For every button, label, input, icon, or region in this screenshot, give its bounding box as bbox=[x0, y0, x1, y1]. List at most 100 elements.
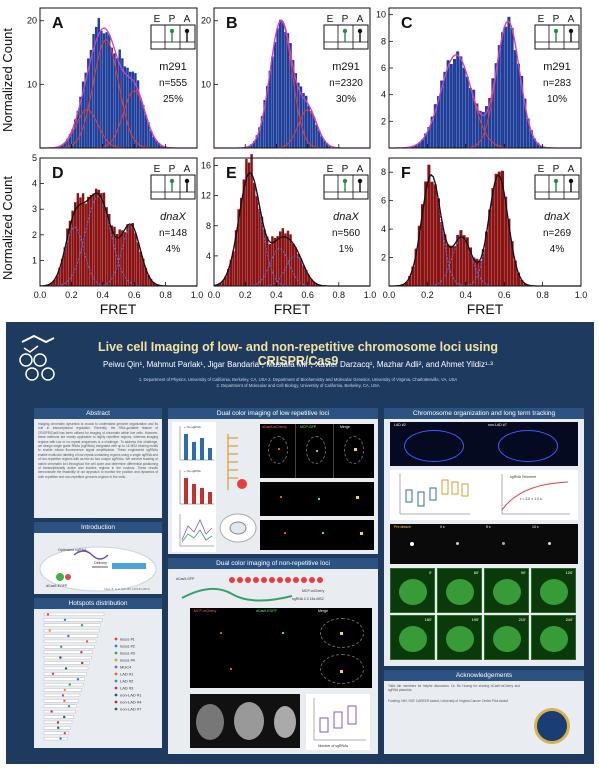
histogram-bar bbox=[478, 260, 482, 286]
legend-label: locus #2 bbox=[120, 643, 136, 648]
legend-label: LAD #2 bbox=[120, 678, 134, 683]
histogram-bar bbox=[305, 95, 308, 148]
affiliation-line-1: 1. Department of Physics, University of … bbox=[138, 377, 458, 382]
histogram-bar bbox=[449, 63, 453, 148]
histogram-bar bbox=[149, 130, 153, 148]
histogram-bar bbox=[115, 234, 119, 286]
sample-name: m291 bbox=[332, 61, 360, 73]
intro-schematic: Optimized sgRNA Delivery dCas9-EGFP Chen… bbox=[39, 546, 157, 592]
histogram-bar bbox=[50, 282, 53, 286]
non-egfp-label: dCas9-EGFP bbox=[256, 609, 277, 613]
locus-marker bbox=[61, 694, 65, 697]
non-boxplot: Number of sgRNAs bbox=[306, 694, 370, 750]
histogram-bar bbox=[94, 26, 98, 149]
histogram-bar bbox=[443, 234, 447, 286]
histogram-bar bbox=[60, 258, 64, 286]
plot-frame bbox=[39, 7, 198, 149]
histogram-bar bbox=[497, 171, 501, 286]
cartoon-site-letter: A bbox=[357, 164, 364, 175]
timepoint-label: 120' bbox=[565, 570, 573, 575]
x-tick-label: 0.0 bbox=[208, 290, 221, 300]
chromosome-bar bbox=[43, 737, 68, 741]
locus-marker bbox=[50, 710, 53, 713]
histogram-bar bbox=[504, 196, 508, 286]
non-repetitive-schematic: dCas9-GFP MCP-mCherry sgRNA 2.0 16x-MS2 bbox=[176, 577, 325, 602]
histogram-bar bbox=[224, 276, 227, 286]
histogram-bar bbox=[221, 280, 225, 286]
histogram-bar bbox=[227, 269, 230, 286]
sample-name: dnaX bbox=[160, 211, 186, 223]
histogram-bar bbox=[232, 251, 235, 286]
histogram-bar bbox=[273, 237, 277, 286]
histogram-bar bbox=[71, 129, 74, 148]
chromosome-bar bbox=[43, 688, 82, 692]
histogram-bar bbox=[149, 279, 153, 286]
sample-n: n=148 bbox=[159, 228, 188, 239]
cartoon-trna bbox=[553, 28, 559, 34]
chromosome-bar bbox=[43, 704, 77, 708]
non-x-axis-label: Number of sgRNAs bbox=[318, 744, 348, 748]
histogram-bar bbox=[310, 278, 313, 286]
locus-marker bbox=[59, 737, 62, 740]
legend-label: LAD #3 bbox=[120, 685, 134, 690]
x-tick-label: 0.2 bbox=[65, 290, 78, 300]
chromosome-bar bbox=[43, 683, 84, 687]
x-tick-label: 1.0 bbox=[364, 290, 377, 300]
histogram-bar bbox=[118, 49, 121, 149]
histogram-bar bbox=[102, 33, 106, 149]
ms2-stemloop-schematic bbox=[227, 434, 247, 490]
histogram-bar bbox=[139, 251, 142, 286]
histogram-bar bbox=[266, 236, 269, 286]
timepoint-label: 90' bbox=[520, 570, 526, 575]
histogram-bar bbox=[255, 195, 258, 286]
histogram-bar bbox=[131, 71, 134, 148]
cartoon-trna bbox=[357, 28, 363, 34]
low-merge-panel-strip: dCas9-mCherry MCP-GFP Merge bbox=[260, 424, 374, 478]
cartoon-site-letter: P bbox=[342, 14, 349, 25]
timepoint-label: 210' bbox=[518, 617, 526, 622]
chromosome-bar bbox=[43, 634, 98, 638]
chromosome-bar bbox=[43, 731, 69, 735]
legend-swatch bbox=[114, 651, 118, 655]
legend-swatch bbox=[114, 658, 118, 662]
locus-marker bbox=[81, 661, 84, 665]
low-merge-label: Merge bbox=[340, 425, 350, 429]
histogram-bar bbox=[157, 142, 161, 148]
cartoon-box bbox=[323, 24, 369, 50]
hotspots-section: Hotspots distribution locus #1 locus #2 lo… bbox=[34, 598, 162, 748]
chromosome-bar bbox=[43, 710, 76, 714]
cartoon-site-letter: P bbox=[169, 164, 176, 175]
x-tick-label: 0.2 bbox=[239, 290, 252, 300]
histogram-bar bbox=[113, 53, 116, 148]
y-tick-label: 4 bbox=[381, 224, 386, 234]
timepoint-label: 240' bbox=[565, 617, 573, 622]
histogram-bar bbox=[481, 111, 485, 148]
histogram-bar bbox=[219, 282, 222, 286]
sample-n: n=283 bbox=[543, 78, 572, 89]
locus-marker bbox=[60, 645, 63, 648]
pre-bleach-label: Pre-bleach bbox=[394, 525, 411, 529]
histogram-bar bbox=[294, 247, 297, 286]
histogram-bar bbox=[229, 259, 232, 286]
ribosome-cartoon-icon bbox=[150, 24, 196, 50]
x-tick-label: 0.4 bbox=[97, 290, 110, 300]
chromosome-bar bbox=[43, 699, 79, 703]
sample-percent: 25% bbox=[163, 94, 183, 105]
locus-marker bbox=[46, 613, 50, 616]
timepoint-label: 60' bbox=[473, 570, 479, 575]
histogram-bar bbox=[81, 81, 85, 148]
y-tick-label: 2 bbox=[381, 116, 386, 126]
legend-swatch bbox=[114, 665, 118, 669]
histogram-bar bbox=[71, 210, 74, 286]
plot-frame bbox=[388, 157, 582, 287]
histogram-bar bbox=[305, 269, 308, 286]
x-tick-label: 1.0 bbox=[575, 290, 588, 300]
histogram-bar bbox=[459, 56, 463, 148]
histogram-bar bbox=[108, 34, 111, 148]
histogram-bar bbox=[469, 247, 472, 286]
histogram-bar bbox=[253, 182, 256, 286]
sample-percent: 4% bbox=[166, 244, 181, 255]
histogram-bar bbox=[501, 32, 504, 148]
